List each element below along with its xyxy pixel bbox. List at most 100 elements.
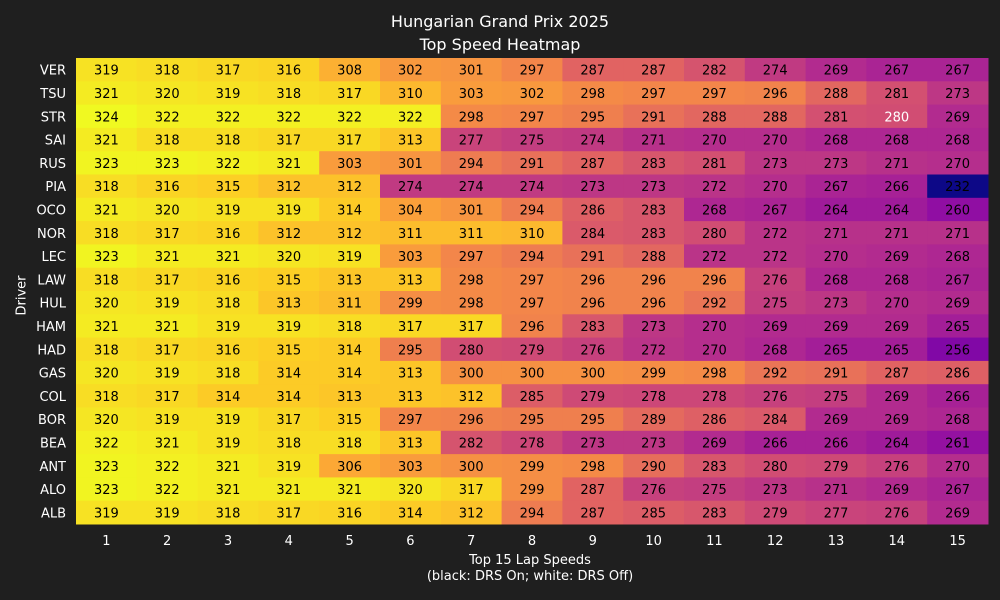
cell-value-label: 316: [337, 506, 362, 521]
cell-value-label: 267: [884, 64, 909, 79]
heatmap-cell: [501, 81, 563, 106]
cell-value-label: 314: [337, 203, 362, 218]
cell-value-label: 318: [276, 436, 301, 451]
cell-value-label: 317: [155, 343, 180, 358]
cell-value-label: 299: [398, 297, 423, 312]
x-tick-label: 3: [224, 534, 232, 549]
heatmap-cell: [623, 221, 685, 245]
heatmap-cell: [744, 127, 807, 152]
heatmap-cell: [927, 81, 989, 106]
y-axis-label: Driver: [14, 275, 30, 316]
cell-value-label: 304: [398, 203, 423, 218]
heatmap-cell: [76, 337, 138, 362]
heatmap-cell: [927, 151, 989, 175]
heatmap-cell: [197, 244, 259, 269]
cell-value-label: 268: [824, 273, 849, 288]
cell-value-label: 286: [702, 413, 727, 428]
heatmap-cell: [866, 454, 928, 478]
heatmap-cell: [197, 360, 259, 385]
heatmap-cell: [258, 454, 320, 478]
cell-value-label: 269: [884, 320, 909, 335]
heatmap-cell: [440, 384, 503, 408]
y-tick-label: HAD: [37, 343, 66, 358]
heatmap-cell: [684, 221, 746, 245]
heatmap-cell: [623, 244, 685, 269]
heatmap-cell: [197, 291, 259, 315]
heatmap-cell: [319, 267, 381, 292]
heatmap-cell: [76, 127, 138, 152]
heatmap-cell: [258, 221, 320, 245]
cell-value-label: 315: [216, 180, 241, 195]
cell-value-label: 273: [945, 87, 970, 102]
cell-value-label: 316: [216, 227, 241, 242]
cell-value-label: 298: [459, 297, 484, 312]
heatmap-cell: [562, 221, 624, 245]
heatmap-cell: [380, 430, 442, 455]
heatmap-cell: [805, 244, 867, 269]
heatmap-cell: [684, 360, 746, 385]
cell-value-label: 289: [641, 413, 666, 428]
heatmap-cell: [380, 197, 442, 222]
cell-value-label: 291: [580, 250, 605, 265]
cell-value-label: 281: [824, 110, 849, 125]
cell-value-label: 321: [155, 250, 180, 265]
heatmap-cell: [501, 151, 563, 175]
heatmap-cell: [927, 291, 989, 315]
heatmap-cell: [866, 407, 928, 432]
heatmap-cell: [562, 454, 624, 478]
heatmap-cell: [866, 384, 928, 408]
heatmap-cell: [258, 314, 320, 339]
cell-value-label: 272: [702, 180, 727, 195]
cell-value-label: 301: [459, 203, 484, 218]
cell-value-label: 295: [398, 343, 423, 358]
cell-value-label: 276: [884, 506, 909, 521]
heatmap-cell: [562, 267, 624, 292]
heatmap-cell: [319, 360, 381, 385]
cell-value-label: 292: [763, 367, 788, 382]
heatmap-cell: [258, 127, 320, 152]
cell-value-label: 269: [824, 320, 849, 335]
heatmap-cell: [501, 104, 563, 129]
heatmap-cell: [562, 337, 624, 362]
cell-value-label: 303: [398, 460, 423, 475]
cell-value-label: 318: [276, 87, 301, 102]
cell-value-label: 267: [945, 483, 970, 498]
cell-value-label: 268: [945, 250, 970, 265]
cell-value-label: 322: [337, 110, 362, 125]
y-tick-label: RUS: [39, 157, 66, 172]
heatmap-cell: [197, 500, 259, 525]
heatmap-cell: [744, 430, 807, 455]
cell-value-label: 287: [884, 367, 909, 382]
heatmap-cell: [684, 267, 746, 292]
heatmap-cell: [501, 127, 563, 152]
cell-value-label: 291: [641, 110, 666, 125]
cell-value-label: 281: [884, 87, 909, 102]
x-tick-label: 10: [645, 534, 662, 549]
cell-value-label: 315: [337, 413, 362, 428]
heatmap-cell: [866, 360, 928, 385]
chart-title: Hungarian Grand Prix 2025: [390, 12, 610, 31]
heatmap-cell: [927, 407, 989, 432]
cell-value-label: 311: [459, 227, 484, 242]
heatmap-cell: [623, 500, 685, 525]
heatmap-cell: [440, 81, 503, 106]
y-tick-label: STR: [41, 110, 66, 125]
cell-value-label: 319: [216, 203, 241, 218]
cell-value-label: 284: [580, 227, 605, 242]
cell-value-label: 280: [459, 343, 484, 358]
cell-value-label: 273: [824, 157, 849, 172]
cell-value-label: 318: [94, 273, 119, 288]
cell-value-label: 315: [276, 273, 301, 288]
cell-value-label: 279: [580, 390, 605, 405]
heatmap-cell: [258, 197, 320, 222]
heatmap-cell: [258, 477, 320, 502]
cell-value-label: 317: [276, 134, 301, 149]
heatmap-cell: [440, 430, 503, 455]
cell-value-label: 310: [398, 87, 423, 102]
cell-value-label: 314: [276, 367, 301, 382]
cell-value-label: 280: [763, 460, 788, 475]
heatmap-cell: [684, 430, 746, 455]
x-tick-label: 12: [767, 534, 784, 549]
cell-value-label: 295: [580, 413, 605, 428]
x-tick-label: 2: [163, 534, 171, 549]
